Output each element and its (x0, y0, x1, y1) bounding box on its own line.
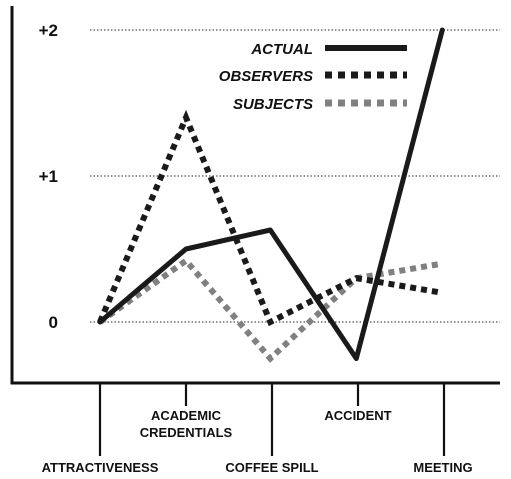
series-line-subjects (98, 256, 443, 363)
x-tick-marks (98, 383, 446, 456)
y-tick-label: +2 (39, 21, 58, 40)
y-tick-labels: +2 +1 0 (39, 21, 58, 332)
axes (10, 6, 500, 385)
legend: ACTUAL OBSERVERS SUBJECTS (219, 41, 407, 113)
legend-label-actual: ACTUAL (250, 41, 313, 58)
legend-label-observers: OBSERVERS (219, 68, 313, 85)
category-label: COFFEE SPILL (225, 460, 318, 475)
category-label: ACADEMIC CREDENTIALS (140, 408, 233, 440)
series-line-observers (97, 109, 443, 327)
category-labels: ATTRACTIVENESS ACADEMIC CREDENTIALS COFFEE … (42, 408, 473, 475)
category-label: MEETING (413, 460, 472, 475)
y-tick-label: +1 (39, 167, 58, 186)
legend-label-subjects: SUBJECTS (233, 96, 313, 113)
series-lines (97, 27, 445, 363)
category-label: ATTRACTIVENESS (42, 460, 159, 475)
y-tick-label: 0 (49, 313, 58, 332)
category-label: ACCIDENT (324, 408, 391, 423)
series-line-actual (97, 27, 445, 361)
